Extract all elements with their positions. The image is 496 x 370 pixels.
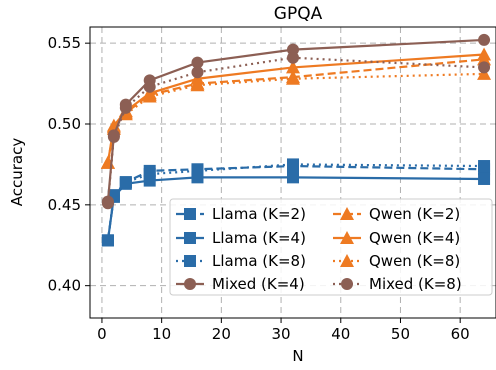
legend-marker (340, 207, 354, 220)
data-point (478, 160, 491, 173)
x-tick-label: 40 (331, 325, 350, 343)
legend-item: Qwen (K=2) (333, 205, 460, 223)
x-tick-label: 0 (97, 325, 107, 343)
x-tick-label: 50 (391, 325, 410, 343)
series-qwen-k-8 (100, 66, 492, 169)
axis-ticks: 0 10 20 30 40 50 60 0.40 0.45 0.50 0.55 (48, 34, 470, 343)
data-point (287, 171, 299, 184)
legend-marker (184, 278, 196, 290)
data-point (143, 80, 156, 93)
legend-box (169, 198, 493, 296)
legend-marker (340, 231, 354, 244)
legend-item: Llama (K=2) (176, 205, 306, 223)
data-point (190, 78, 205, 92)
data-point (143, 168, 156, 181)
legend-label: Qwen (K=8) (369, 252, 460, 270)
legend-item: Llama (K=4) (176, 229, 306, 247)
legend-label: Qwen (K=2) (369, 205, 460, 223)
data-point (287, 158, 299, 171)
legend-label: Qwen (K=4) (369, 229, 460, 247)
y-axis-label: Accuracy (8, 138, 26, 207)
chart-title: GPQA (274, 4, 323, 24)
legend-marker (341, 278, 353, 290)
data-point (119, 176, 132, 189)
series-line (106, 72, 485, 163)
data-point (142, 89, 157, 103)
plot-frame (89, 26, 496, 319)
legend-label: Mixed (K=4) (212, 275, 305, 293)
legend-marker (184, 208, 196, 220)
data-point (286, 71, 300, 85)
data-point (286, 60, 300, 74)
legend-marker (184, 232, 196, 244)
series-lines (100, 33, 492, 247)
legend-item: Mixed (K=4) (176, 275, 305, 293)
data-point (106, 120, 121, 134)
data-point (191, 56, 204, 69)
data-point (107, 130, 120, 143)
data-point (101, 234, 114, 247)
data-point (478, 33, 491, 46)
data-point (477, 47, 492, 61)
x-tick-label: 20 (212, 325, 231, 343)
data-point (191, 164, 204, 177)
legend-item: Mixed (K=8) (333, 275, 462, 293)
x-axis-label: N (292, 347, 303, 365)
data-point (119, 101, 132, 114)
data-point (478, 172, 491, 185)
legend-label: Llama (K=4) (212, 229, 306, 247)
series-mixed-k-8 (101, 51, 491, 210)
data-point (478, 61, 491, 74)
legend: Llama (K=2) Llama (K=4) Llama (K=8) Qwen (K… (169, 198, 493, 296)
series-llama-k-8 (101, 158, 491, 247)
legend-marker (340, 254, 354, 267)
y-tick-label: 0.40 (48, 277, 81, 295)
y-tick-label: 0.55 (48, 34, 81, 52)
x-tick-label: 60 (451, 325, 470, 343)
x-tick-label: 10 (152, 325, 171, 343)
data-point (101, 197, 114, 210)
legend-label: Mixed (K=8) (369, 275, 462, 293)
series-qwen-k-4 (100, 47, 492, 169)
legend-label: Llama (K=8) (212, 252, 306, 270)
data-point (191, 66, 204, 79)
legend-item: Llama (K=8) (176, 252, 306, 270)
x-tick-label: 30 (272, 325, 291, 343)
y-tick-label: 0.50 (48, 115, 81, 133)
y-tick-label: 0.45 (48, 196, 81, 214)
legend-marker (184, 255, 196, 267)
legend-label: Llama (K=2) (212, 205, 306, 223)
legend-item: Qwen (K=8) (333, 252, 460, 270)
data-point (287, 51, 299, 64)
legend-item: Qwen (K=4) (333, 229, 460, 247)
